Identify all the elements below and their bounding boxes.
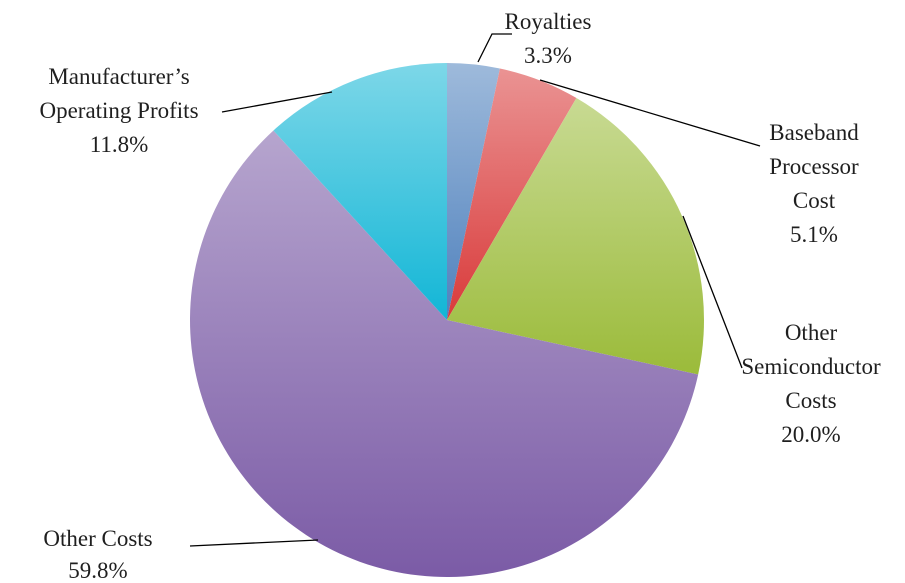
value-label: 59.8% xyxy=(68,558,128,583)
leader-line xyxy=(221,91,333,113)
pie-slice xyxy=(447,68,577,321)
category-label: Royalties xyxy=(504,9,592,34)
data-label: Royalties 3.3% xyxy=(478,5,618,73)
leader-line xyxy=(539,79,761,147)
leader-line xyxy=(682,215,743,369)
category-label: Baseband Processor Cost xyxy=(769,120,859,213)
pie-slice xyxy=(190,130,699,577)
pie-slice xyxy=(273,63,447,320)
data-label: Other Semiconductor Costs 20.0% xyxy=(716,316,905,452)
value-label: 5.1% xyxy=(790,222,838,247)
data-label: Manufacturer’s Operating Profits 11.8% xyxy=(5,60,233,162)
category-label: Manufacturer’s Operating Profits xyxy=(39,64,199,123)
value-label: 3.3% xyxy=(524,43,572,68)
value-label: 11.8% xyxy=(89,132,149,157)
leader-line xyxy=(189,539,319,547)
pie-slice xyxy=(447,97,704,375)
pie-slice xyxy=(447,63,500,320)
leader-line xyxy=(477,33,512,63)
category-label: Other Costs xyxy=(43,526,153,551)
data-label: Other Costs 59.8% xyxy=(8,522,188,583)
data-label: Baseband Processor Cost 5.1% xyxy=(754,116,874,252)
category-label: Other Semiconductor Costs xyxy=(741,320,881,413)
value-label: 20.0% xyxy=(781,422,841,447)
